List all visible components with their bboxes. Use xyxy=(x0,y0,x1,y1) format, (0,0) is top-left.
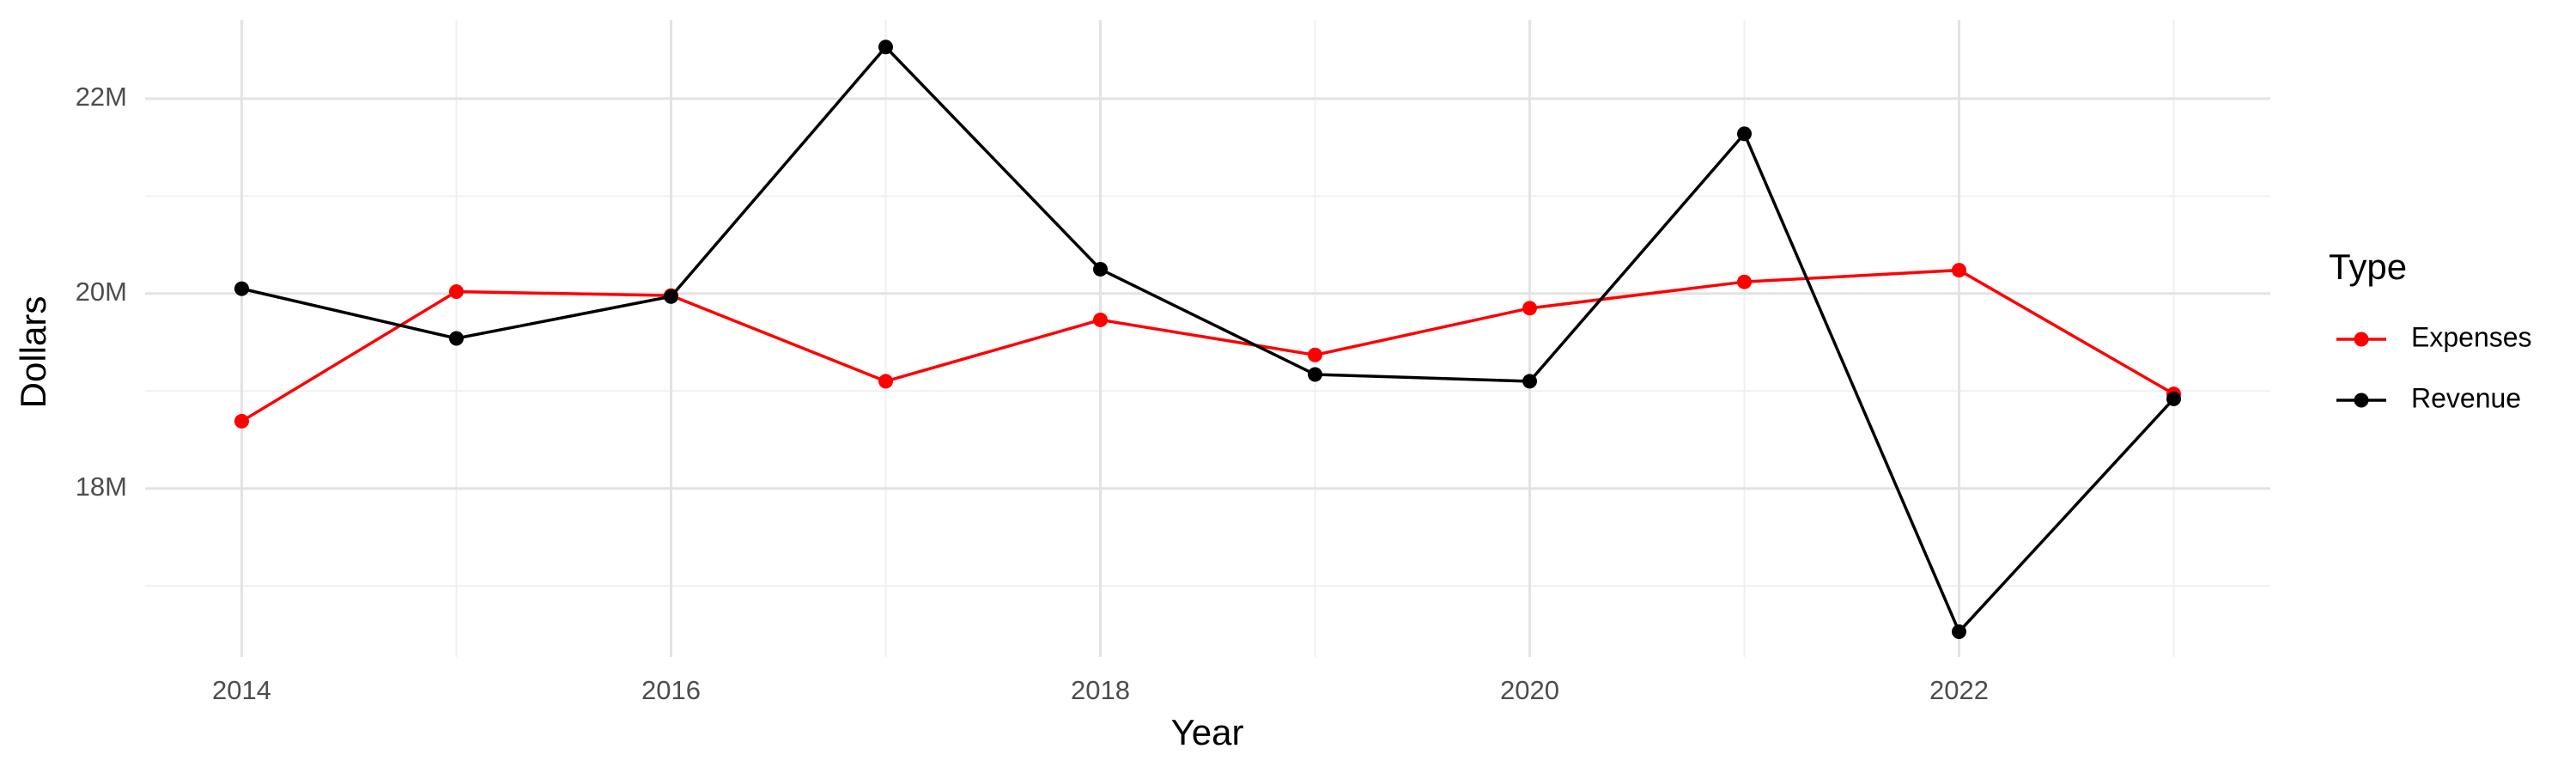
x-axis-title: Year xyxy=(1171,712,1244,752)
y-tick-label: 22M xyxy=(76,82,127,112)
x-tick-label: 2022 xyxy=(1929,675,1989,705)
x-tick-label: 2016 xyxy=(641,675,701,705)
data-point xyxy=(878,40,893,55)
data-point xyxy=(664,289,678,304)
y-axis-title: Dollars xyxy=(13,296,53,409)
data-point xyxy=(1308,367,1322,382)
data-point xyxy=(1093,261,1108,277)
x-tick-label: 2014 xyxy=(212,675,271,705)
data-point xyxy=(1737,126,1752,142)
data-point xyxy=(234,281,249,296)
legend-key-point xyxy=(2354,393,2369,408)
data-point xyxy=(1308,347,1322,362)
y-tick-label: 20M xyxy=(76,277,127,307)
data-point xyxy=(1522,374,1537,389)
data-point xyxy=(878,374,893,389)
x-tick-label: 2020 xyxy=(1500,675,1559,705)
data-point xyxy=(1093,312,1108,327)
data-point xyxy=(1522,301,1537,316)
data-point xyxy=(1952,624,1966,640)
series-line xyxy=(240,268,2175,423)
data-point xyxy=(449,284,464,300)
y-tick-label: 18M xyxy=(76,472,127,502)
data-point xyxy=(234,413,249,429)
data-point xyxy=(1737,274,1752,289)
data-point xyxy=(2166,391,2181,406)
series-line xyxy=(241,45,2175,635)
legend-key-point xyxy=(2354,332,2369,347)
x-tick-label: 2018 xyxy=(1071,675,1130,705)
legend-label: Expenses xyxy=(2411,321,2532,352)
legend-label: Revenue xyxy=(2411,382,2521,413)
data-point xyxy=(1952,263,1966,278)
data-point xyxy=(449,331,464,346)
legend-title: Type xyxy=(2329,247,2407,287)
